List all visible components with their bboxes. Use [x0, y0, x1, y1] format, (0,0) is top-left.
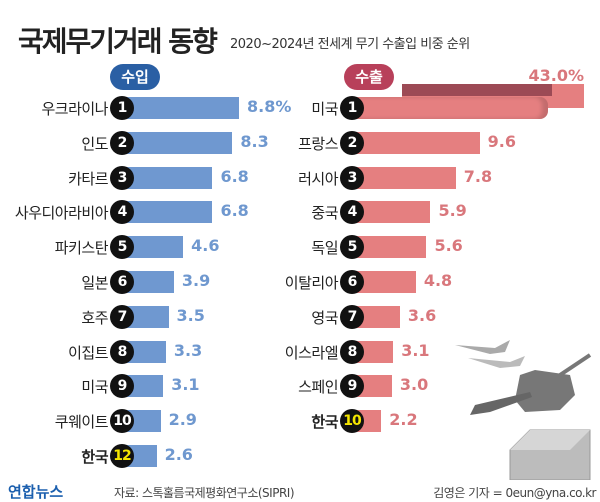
import-country-label: 사우디아라비아 — [14, 204, 109, 223]
export-country-label: 미국 — [311, 100, 338, 118]
export-bar — [352, 305, 400, 328]
export-header: 수출 — [344, 64, 394, 90]
export-rank-badge: 2 — [340, 130, 364, 155]
export-bar — [352, 271, 416, 293]
export-value-label: 3.1 — [401, 340, 430, 360]
export-value-label: 4.8 — [423, 271, 453, 290]
import-value-label: 2.6 — [164, 445, 193, 464]
export-value-label: 5.9 — [438, 201, 467, 221]
jet-icon-2 — [468, 356, 525, 368]
import-bar — [122, 201, 213, 224]
export-value-label: 43.0% — [528, 66, 584, 85]
import-country-label: 카타르 — [68, 169, 108, 188]
import-rank-badge: 2 — [110, 130, 134, 155]
import-country-label: 우크라이나 — [41, 100, 108, 118]
source-note: 자료: 스톡홀름국제평화연구소(SIPRI) — [114, 486, 295, 500]
import-value-label: 4.6 — [191, 236, 220, 256]
reporter-credit: 김영은 기자 = 0eun@yna.co.kr — [433, 486, 596, 500]
import-value-label: 8.3 — [240, 131, 269, 151]
import-value-label: 3.3 — [173, 340, 203, 360]
import-country-label: 이집트 — [68, 343, 108, 362]
export-rank-badge: 8 — [340, 339, 364, 364]
import-rank-badge: 9 — [110, 374, 134, 399]
jet-icon — [455, 340, 510, 354]
import-rank-badge: 8 — [110, 339, 134, 364]
export-bar — [352, 166, 456, 189]
export-country-label: 스페인 — [298, 378, 338, 397]
export-country-label: 프랑스 — [298, 134, 338, 153]
export-country-label: 러시아 — [298, 169, 338, 188]
import-bar — [122, 236, 184, 259]
export-rank-badge: 1 — [340, 96, 364, 120]
import-bar — [122, 305, 169, 328]
weapons-illustration — [455, 340, 592, 480]
import-value-label: 3.9 — [181, 271, 211, 290]
export-value-label: 5.6 — [434, 236, 463, 256]
import-header: 수입 — [110, 64, 160, 90]
import-value-label: 2.9 — [168, 410, 197, 430]
export-rank-badge: 9 — [340, 374, 364, 399]
page-title: 국제무기거래 동향 — [18, 25, 218, 58]
import-bar — [122, 340, 166, 363]
export-rank-badge: 5 — [340, 235, 364, 260]
export-country-label: 영국 — [311, 308, 338, 327]
export-rank-badge: 4 — [340, 200, 364, 225]
export-bar — [352, 97, 548, 119]
export-rank-badge: 7 — [340, 304, 364, 329]
export-value-label: 3.6 — [407, 305, 437, 325]
import-rank-badge: 3 — [110, 165, 134, 190]
import-country-label: 인도 — [81, 134, 108, 153]
export-rank-badge: 6 — [340, 270, 364, 294]
import-rank-badge: 1 — [110, 96, 134, 120]
import-country-label: 한국 — [81, 448, 108, 466]
export-country-label: 한국 — [311, 413, 338, 432]
import-value-label: 8.8% — [247, 97, 292, 116]
export-country-label: 이스라엘 — [284, 343, 339, 362]
import-rank-badge: 12 — [110, 444, 134, 468]
export-bar — [352, 201, 431, 224]
tank-icon — [515, 370, 575, 412]
import-value-label: 3.5 — [176, 305, 205, 325]
import-rank-badge: 6 — [110, 270, 134, 294]
import-value-label: 6.8 — [220, 166, 249, 186]
import-country-label: 쿠웨이트 — [54, 413, 109, 432]
export-value-label: 2.2 — [389, 410, 418, 430]
import-value-label: 6.8 — [220, 201, 249, 221]
import-country-label: 일본 — [81, 274, 108, 292]
export-value-label: 3.0 — [399, 375, 429, 395]
export-rank-badge: 10 — [340, 409, 364, 434]
export-country-label: 중국 — [311, 204, 338, 223]
export-country-label: 이탈리아 — [284, 274, 339, 292]
import-bar — [122, 271, 174, 293]
export-bar — [352, 236, 427, 259]
import-bar — [122, 166, 213, 189]
export-value-label: 9.6 — [487, 131, 517, 151]
artillery-icon — [470, 392, 532, 415]
import-country-label: 호주 — [81, 308, 108, 327]
export-rank-badge: 3 — [340, 165, 364, 190]
import-rank-badge: 5 — [110, 235, 134, 260]
import-bar — [122, 97, 240, 119]
export-value-label: 7.8 — [463, 166, 493, 186]
export-country-label: 독일 — [311, 239, 338, 258]
import-rank-badge: 4 — [110, 200, 134, 225]
import-rank-badge: 7 — [110, 304, 134, 329]
export-bar — [352, 131, 480, 154]
import-value-label: 3.1 — [171, 375, 200, 395]
yonhap-logo: 연합뉴스 — [8, 483, 64, 501]
import-country-label: 파키스탄 — [54, 239, 109, 258]
subtitle: 2020~2024년 전세계 무기 수출입 비중 순위 — [230, 37, 470, 52]
import-bar — [122, 131, 233, 154]
import-rank-badge: 10 — [110, 409, 134, 434]
import-country-label: 미국 — [81, 378, 108, 397]
bar-shadow — [402, 84, 552, 96]
